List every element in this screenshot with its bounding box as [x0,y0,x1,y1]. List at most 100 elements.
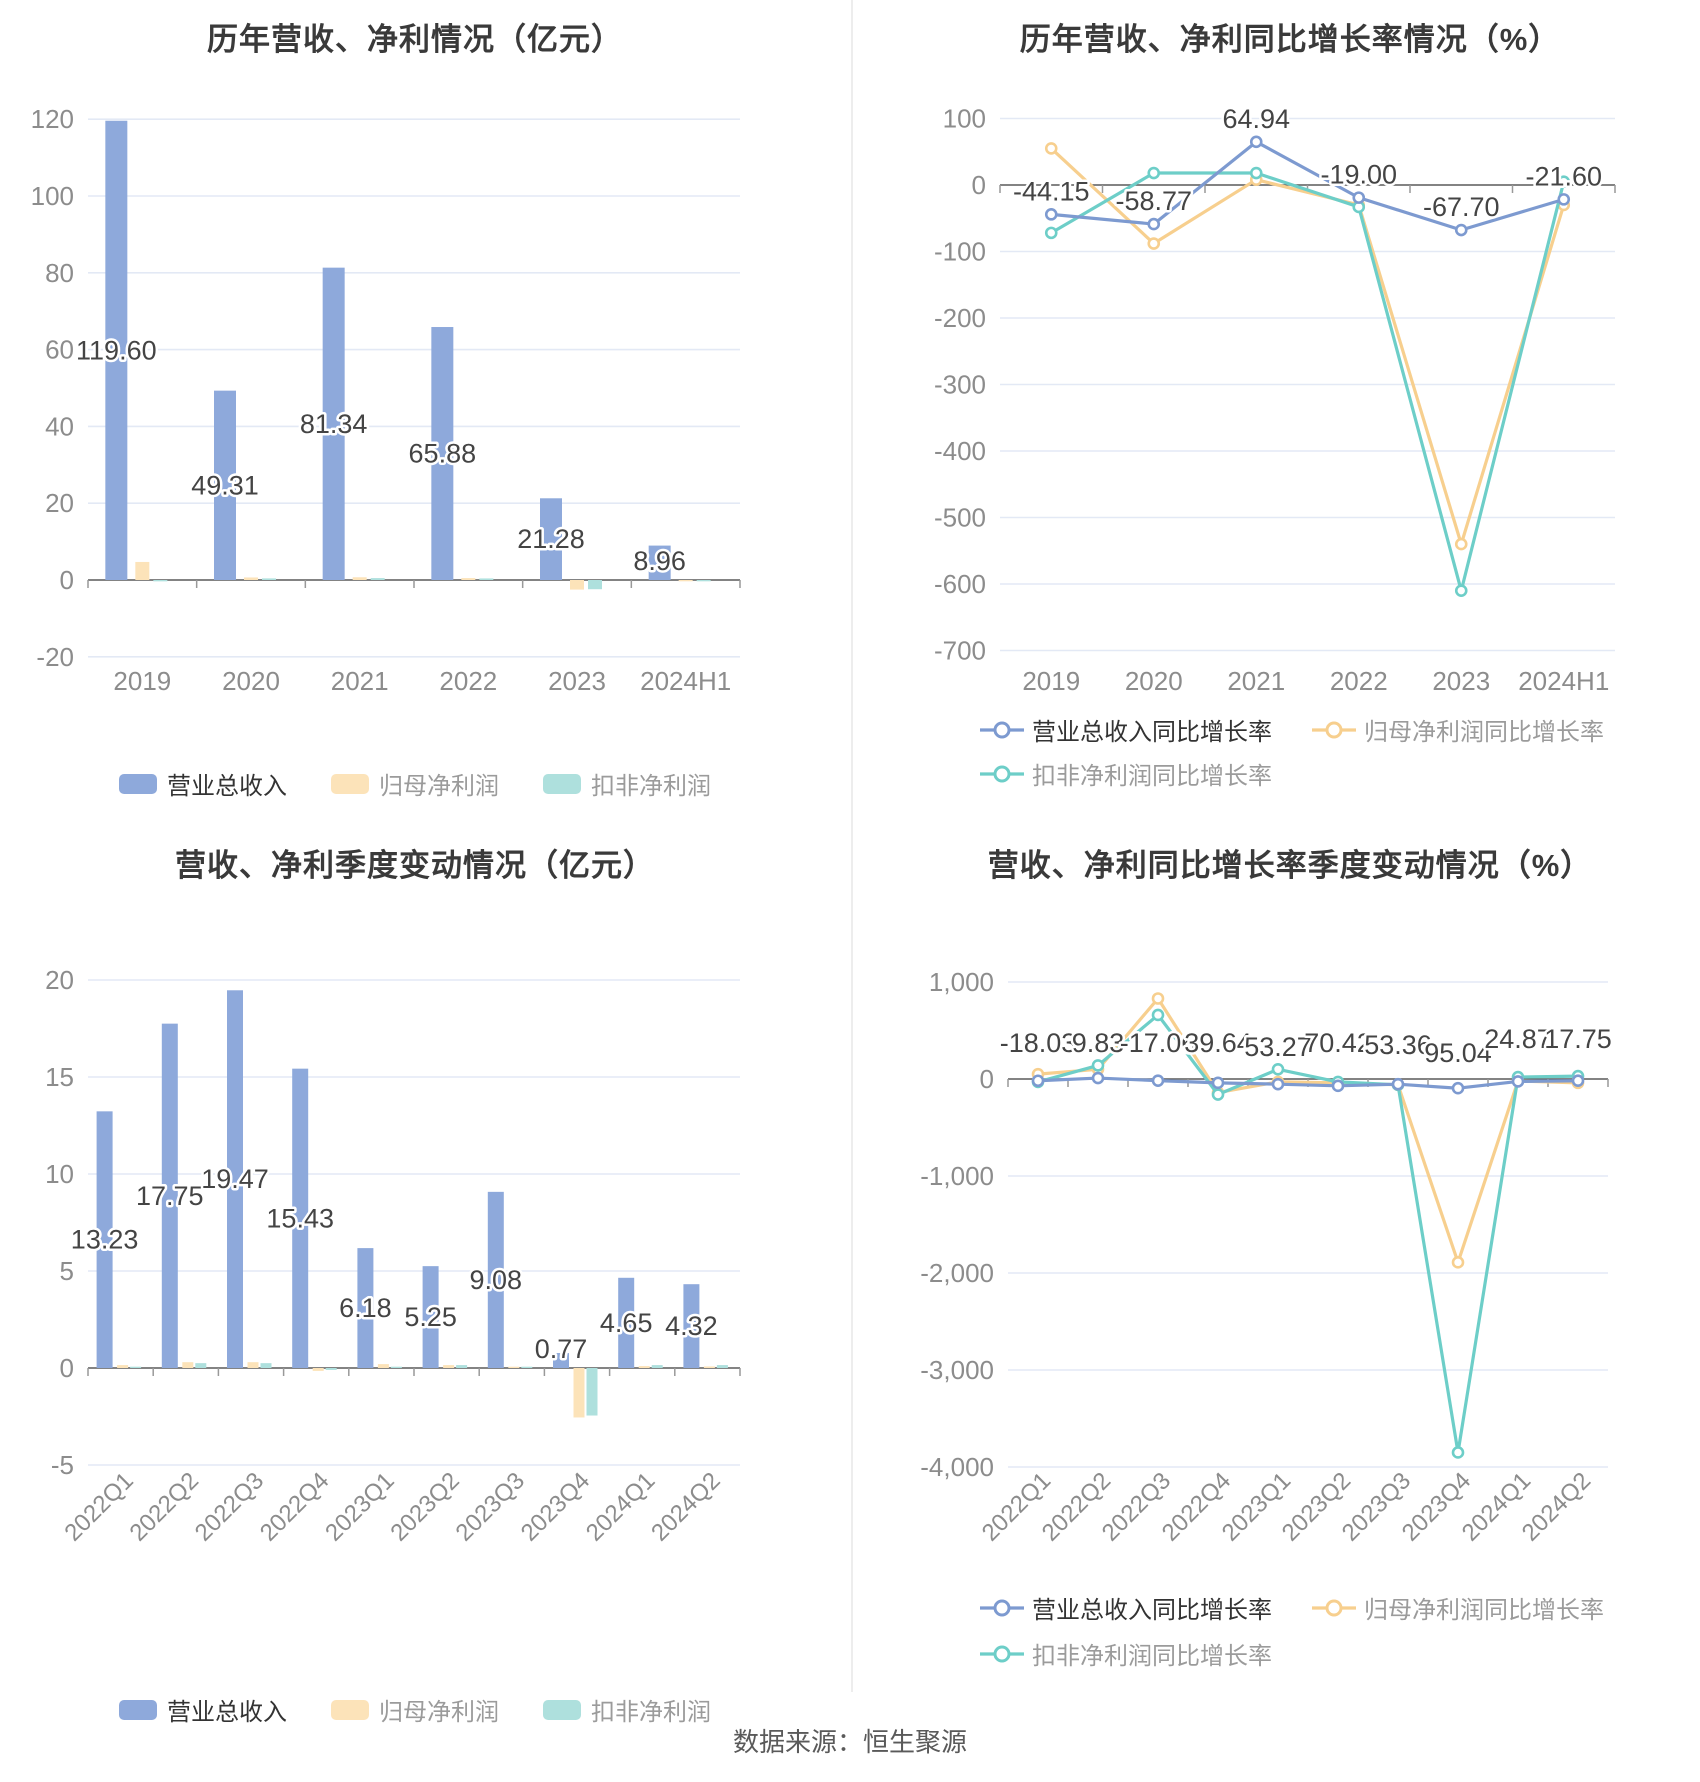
svg-text:20: 20 [45,965,74,995]
svg-text:81.34: 81.34 [300,409,368,439]
legend-item-quarterly_growth-0[interactable]: 营业总收入同比增长率 [980,1590,1272,1625]
svg-text:17.75: 17.75 [136,1181,204,1211]
svg-text:-600: -600 [934,569,986,599]
panel-divider [851,0,853,1692]
svg-text:-200: -200 [934,303,986,333]
line-marker-icon [1312,1598,1356,1618]
svg-text:-100: -100 [934,237,986,267]
legend-item-quarterly_growth-2[interactable]: 扣非净利润同比增长率 [980,1636,1272,1671]
legend-label: 营业总收入同比增长率 [1032,719,1272,746]
svg-text:-300: -300 [934,370,986,400]
legend-quarterly-growth-row2: 扣非净利润同比增长率 [980,1636,1272,1671]
svg-text:2019: 2019 [113,666,171,696]
svg-text:60: 60 [45,335,74,365]
legend-item-quarterly-1[interactable]: 归母净利润 [331,1692,499,1727]
legend-item-annual_growth-1[interactable]: 归母净利润同比增长率 [1312,712,1604,747]
chart-quarterly: 20151050-52022Q12022Q22022Q32022Q42023Q1… [45,965,741,1547]
svg-text:2021: 2021 [331,666,389,696]
svg-text:9.83: 9.83 [1072,1028,1125,1058]
svg-text:80: 80 [45,258,74,288]
line-marker-icon [980,1598,1024,1618]
svg-text:17.75: 17.75 [1544,1024,1612,1054]
svg-text:20: 20 [45,488,74,518]
legend-label: 归母净利润同比增长率 [1364,1597,1604,1624]
svg-text:5: 5 [60,1256,74,1286]
svg-text:2022Q4: 2022Q4 [255,1467,334,1546]
svg-text:0.77: 0.77 [535,1334,588,1364]
chart-annual_growth: 100 0 -100 -200 -300 -400 -500 -600 -700 2019 2020… [934,101,1616,696]
legend-label: 营业总收入 [167,773,287,800]
svg-text:6.18: 6.18 [339,1293,392,1323]
svg-text:-5: -5 [51,1450,74,1480]
svg-text:2020: 2020 [1125,666,1183,696]
svg-text:-44.15: -44.15 [1013,176,1090,206]
svg-text:10: 10 [45,1159,74,1189]
quarterly-bars-0 [96,990,700,1368]
legend-item-quarterly-2[interactable]: 扣非净利润 [543,1692,711,1727]
legend-annual-growth-row1: 营业总收入同比增长率 归母净利润同比增长率 [980,712,1604,747]
svg-text:15.43: 15.43 [266,1203,334,1233]
legend-quarterly-bar: 营业总收入 归母净利润 扣非净利润 [88,1692,742,1727]
svg-text:0: 0 [60,1353,74,1383]
legend-item-annual-0[interactable]: 营业总收入 [119,766,287,801]
svg-text:-58.77: -58.77 [1115,186,1192,216]
svg-text:49.31: 49.31 [191,470,259,500]
legend-label: 归母净利润 [379,773,499,800]
legend-annual-bar: 营业总收入 归母净利润 扣非净利润 [88,766,742,801]
legend-swatch [331,1699,369,1720]
legend-label: 营业总收入 [167,1699,287,1726]
svg-text:4.65: 4.65 [600,1308,653,1338]
svg-text:0: 0 [60,565,74,595]
svg-text:-21.60: -21.60 [1525,161,1602,191]
legend-item-quarterly-0[interactable]: 营业总收入 [119,1692,287,1727]
svg-text:2024H1: 2024H1 [1518,666,1609,696]
svg-text:-4,000: -4,000 [920,1452,994,1482]
svg-text:100: 100 [943,104,986,134]
quarterly_growth-line-0 [1031,1071,1585,1095]
svg-text:8.96: 8.96 [633,546,686,576]
legend-item-annual_growth-0[interactable]: 营业总收入同比增长率 [980,712,1272,747]
chart-annual: 120 100 80 60 40 20 0 -20 2019 2020 2021 2022 2023 20… [31,104,741,696]
svg-text:119.60: 119.60 [76,335,157,365]
svg-text:-17.06: -17.06 [1120,1028,1197,1058]
legend-label: 扣非净利润同比增长率 [1032,1643,1272,1670]
legend-quarterly-growth-row1: 营业总收入同比增长率 归母净利润同比增长率 [980,1590,1604,1625]
svg-text:2023Q3: 2023Q3 [451,1467,530,1546]
svg-text:21.28: 21.28 [517,524,585,554]
svg-text:2022Q3: 2022Q3 [190,1467,269,1546]
svg-text:65.88: 65.88 [409,439,477,469]
legend-item-quarterly_growth-1[interactable]: 归母净利润同比增长率 [1312,1590,1604,1625]
legend-item-annual-2[interactable]: 扣非净利润 [543,766,711,801]
svg-text:19.47: 19.47 [201,1164,269,1194]
svg-text:2020: 2020 [222,666,280,696]
legend-label: 营业总收入同比增长率 [1032,1597,1272,1624]
legend-swatch [119,773,157,794]
legend-swatch [543,773,581,794]
svg-text:0: 0 [980,1064,994,1094]
legend-item-annual-1[interactable]: 归母净利润 [331,766,499,801]
annual_growth-line-0 [1044,135,1571,237]
svg-text:2024Q2: 2024Q2 [646,1467,725,1546]
svg-text:-500: -500 [934,503,986,533]
annual_growth-line-2 [1044,166,1571,597]
svg-text:95.04: 95.04 [1424,1038,1492,1068]
svg-text:70.42: 70.42 [1304,1028,1372,1058]
legend-label: 扣非净利润 [591,773,711,800]
svg-text:2023Q1: 2023Q1 [320,1467,399,1546]
chart-title-annual-growth: 历年营收、净利同比增长率情况（%） [1019,22,1561,57]
legend-label: 扣非净利润 [591,1699,711,1726]
line-marker-icon [980,720,1024,740]
svg-text:-20: -20 [36,642,74,672]
quarterly_growth-line-2 [1031,1008,1585,1459]
svg-text:2024H1: 2024H1 [640,666,731,696]
svg-text:9.08: 9.08 [470,1265,523,1295]
data-source: 数据来源：恒生聚源 [732,1727,967,1757]
legend-label: 归母净利润同比增长率 [1364,719,1604,746]
legend-label: 扣非净利润同比增长率 [1032,763,1272,790]
legend-item-annual_growth-2[interactable]: 扣非净利润同比增长率 [980,756,1272,791]
legend-annual-growth-row2: 扣非净利润同比增长率 [980,756,1272,791]
svg-text:2019: 2019 [1022,666,1080,696]
svg-text:2024Q1: 2024Q1 [581,1467,660,1546]
